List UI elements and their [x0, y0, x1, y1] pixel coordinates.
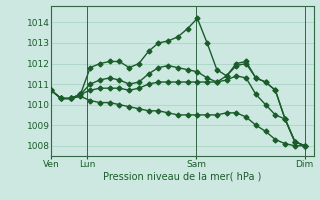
X-axis label: Pression niveau de la mer( hPa ): Pression niveau de la mer( hPa ) — [103, 172, 261, 182]
